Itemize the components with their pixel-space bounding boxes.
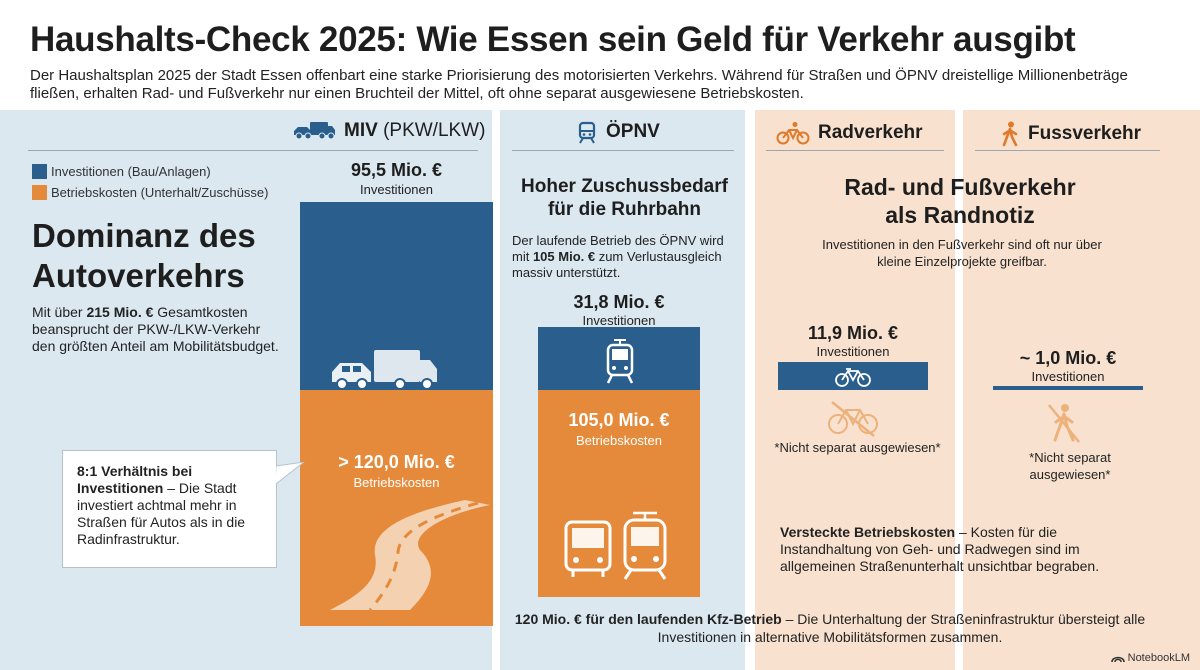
text-hidden-costs-bold: Versteckte Betriebskosten (780, 524, 956, 540)
sub-label-oepnv-invest: Investitionen (582, 313, 656, 328)
text-miv-bold: 215 Mio. € (86, 304, 154, 320)
tram-icon (578, 121, 596, 144)
callout-text: – Die Stadt investiert achtmal mehr in S… (77, 480, 246, 547)
heading-rad-fuss-line2: als Randnotiz (885, 202, 1035, 228)
value-label-oepnv-betrieb: 105,0 Mio. € (568, 410, 670, 430)
heading-miv-line1: Dominanz des (32, 217, 256, 254)
value-label-rad-invest: 11,9 Mio. € (807, 323, 899, 343)
value-label-miv-invest: 95,5 Mio. € (350, 160, 443, 180)
text-oepnv-pre: Der laufende Betrieb des ÖPNV wird mit (512, 233, 724, 264)
heading-rad-fuss-line1: Rad- und Fußverkehr (844, 174, 1076, 200)
pedestrian-icon (1002, 121, 1018, 147)
text-miv-post: Gesamtkosten beansprucht der PKW-/LKW-Ve… (32, 304, 279, 354)
text-miv: Mit über 215 Mio. € Gesamtkosten beanspr… (32, 304, 287, 355)
text-oepnv-bold: 105 Mio. € (532, 249, 596, 264)
footer-note: 120 Mio. € für den laufenden Kfz-Betrieb… (480, 610, 1180, 646)
note-fuss-betrieb: *Nicht separat ausgewiesen* (990, 449, 1150, 483)
note-fuss-betrieb-line1: *Nicht separat (1029, 450, 1111, 465)
heading-rad-fuss: Rad- und Fußverkehr als Randnotiz (775, 173, 1145, 229)
callout-bold: 8:1 Verhältnis bei Investitionen (77, 463, 193, 496)
value-label-oepnv-invest: 31,8 Mio. € (573, 292, 665, 312)
sub-label-oepnv-betrieb: Betriebskosten (576, 433, 662, 448)
divider-oepnv (512, 150, 734, 151)
legend-swatch-investitionen (32, 164, 47, 179)
heading-oepnv: Hoher Zuschussbedarf für die Ruhrbahn (521, 176, 728, 220)
bar-investitionen-rad (778, 362, 928, 390)
text-miv-pre: Mit über (32, 304, 87, 320)
brand-label: NotebookLM (1127, 652, 1190, 664)
heading-miv-line2: Autoverkehrs (32, 257, 245, 294)
text-hidden-costs-body: – Kosten für die Instandhaltung von Geh-… (780, 524, 1100, 574)
bicycle-bar-icon (835, 368, 871, 387)
note-fuss-betrieb-line2: ausgewiesen* (1029, 467, 1111, 482)
road-icon (330, 500, 490, 610)
page-title: Haushalts-Check 2025: Wie Essen sein Gel… (30, 20, 1076, 59)
note-rad-betrieb: *Nicht separat ausgewiesen* (774, 440, 941, 455)
text-oepnv: Der laufende Betrieb des ÖPNV wird mit 1… (512, 233, 742, 281)
text-rad-fuss: Investitionen in den Fußverkehr sind oft… (822, 237, 1102, 269)
column-header-fuss: Fussverkehr (1000, 121, 1141, 147)
footer-bold: 120 Mio. € für den laufenden Kfz-Betrieb (514, 611, 782, 627)
callout-pointer-icon (276, 462, 305, 485)
column-qualifier-miv: (PKW/LKW) (383, 120, 486, 141)
legend-item-investitionen: Investitionen (Bau/Anlagen) (32, 161, 268, 182)
legend-label-investitionen: Investitionen (Bau/Anlagen) (51, 164, 211, 179)
column-name-fuss: Fussverkehr (1028, 123, 1142, 144)
tram-bar-icon (606, 339, 634, 384)
car-truck-bar-icon (332, 350, 437, 390)
pedestrian-crossed-icon (1048, 404, 1080, 443)
panel-fussverkehr (963, 110, 1200, 670)
column-name-rad: Radverkehr (818, 122, 923, 143)
footer-text: – Die Unterhaltung der Straßeninfrastruk… (657, 611, 1146, 645)
column-header-rad: Radverkehr (776, 121, 923, 145)
page-subtitle: Der Haushaltsplan 2025 der Stadt Essen o… (30, 67, 1128, 102)
heading-miv: Dominanz des Autoverkehrs (32, 216, 256, 296)
text-oepnv-post: zum Verlustausgleich massiv unterstützt. (512, 249, 722, 280)
column-header-miv: MIV (PKW/LKW) (292, 120, 485, 142)
panel-radverkehr (755, 110, 955, 670)
value-label-miv-betrieb: > 120,0 Mio. € (338, 452, 455, 472)
chart-legend: Investitionen (Bau/Anlagen) Betriebskost… (32, 161, 268, 203)
sub-label-rad-invest: Investitionen (816, 344, 890, 359)
bar-investitionen-fuss (993, 386, 1143, 390)
column-name-oepnv: ÖPNV (606, 121, 660, 142)
sub-label-fuss-invest: Investitionen (1031, 369, 1105, 384)
cyclist-icon (776, 122, 810, 145)
callout-ratio: 8:1 Verhältnis bei Investitionen – Die S… (62, 450, 277, 568)
legend-swatch-betrieb (32, 185, 47, 200)
divider-fuss (975, 150, 1160, 151)
brand-mark: NotebookLM (1110, 652, 1190, 664)
bus-tram-icon (564, 511, 667, 580)
legend-item-betrieb: Betriebskosten (Unterhalt/Zuschüsse) (32, 182, 268, 203)
value-label-fuss-invest: ~ 1,0 Mio. € (1019, 348, 1117, 368)
divider-miv (28, 150, 478, 151)
column-header-oepnv: ÖPNV (576, 120, 660, 144)
sub-label-miv-betrieb: Betriebskosten (353, 475, 440, 490)
notebooklm-logo-icon (1110, 656, 1125, 663)
divider-rad (766, 150, 944, 151)
column-name-miv: MIV (344, 120, 378, 141)
bicycle-crossed-icon (828, 401, 878, 437)
sub-label-miv-invest: Investitionen (360, 182, 433, 197)
car-truck-icon (294, 122, 335, 140)
legend-label-betrieb: Betriebskosten (Unterhalt/Zuschüsse) (51, 185, 269, 200)
text-hidden-costs: Versteckte Betriebskosten – Kosten für d… (780, 524, 1150, 575)
